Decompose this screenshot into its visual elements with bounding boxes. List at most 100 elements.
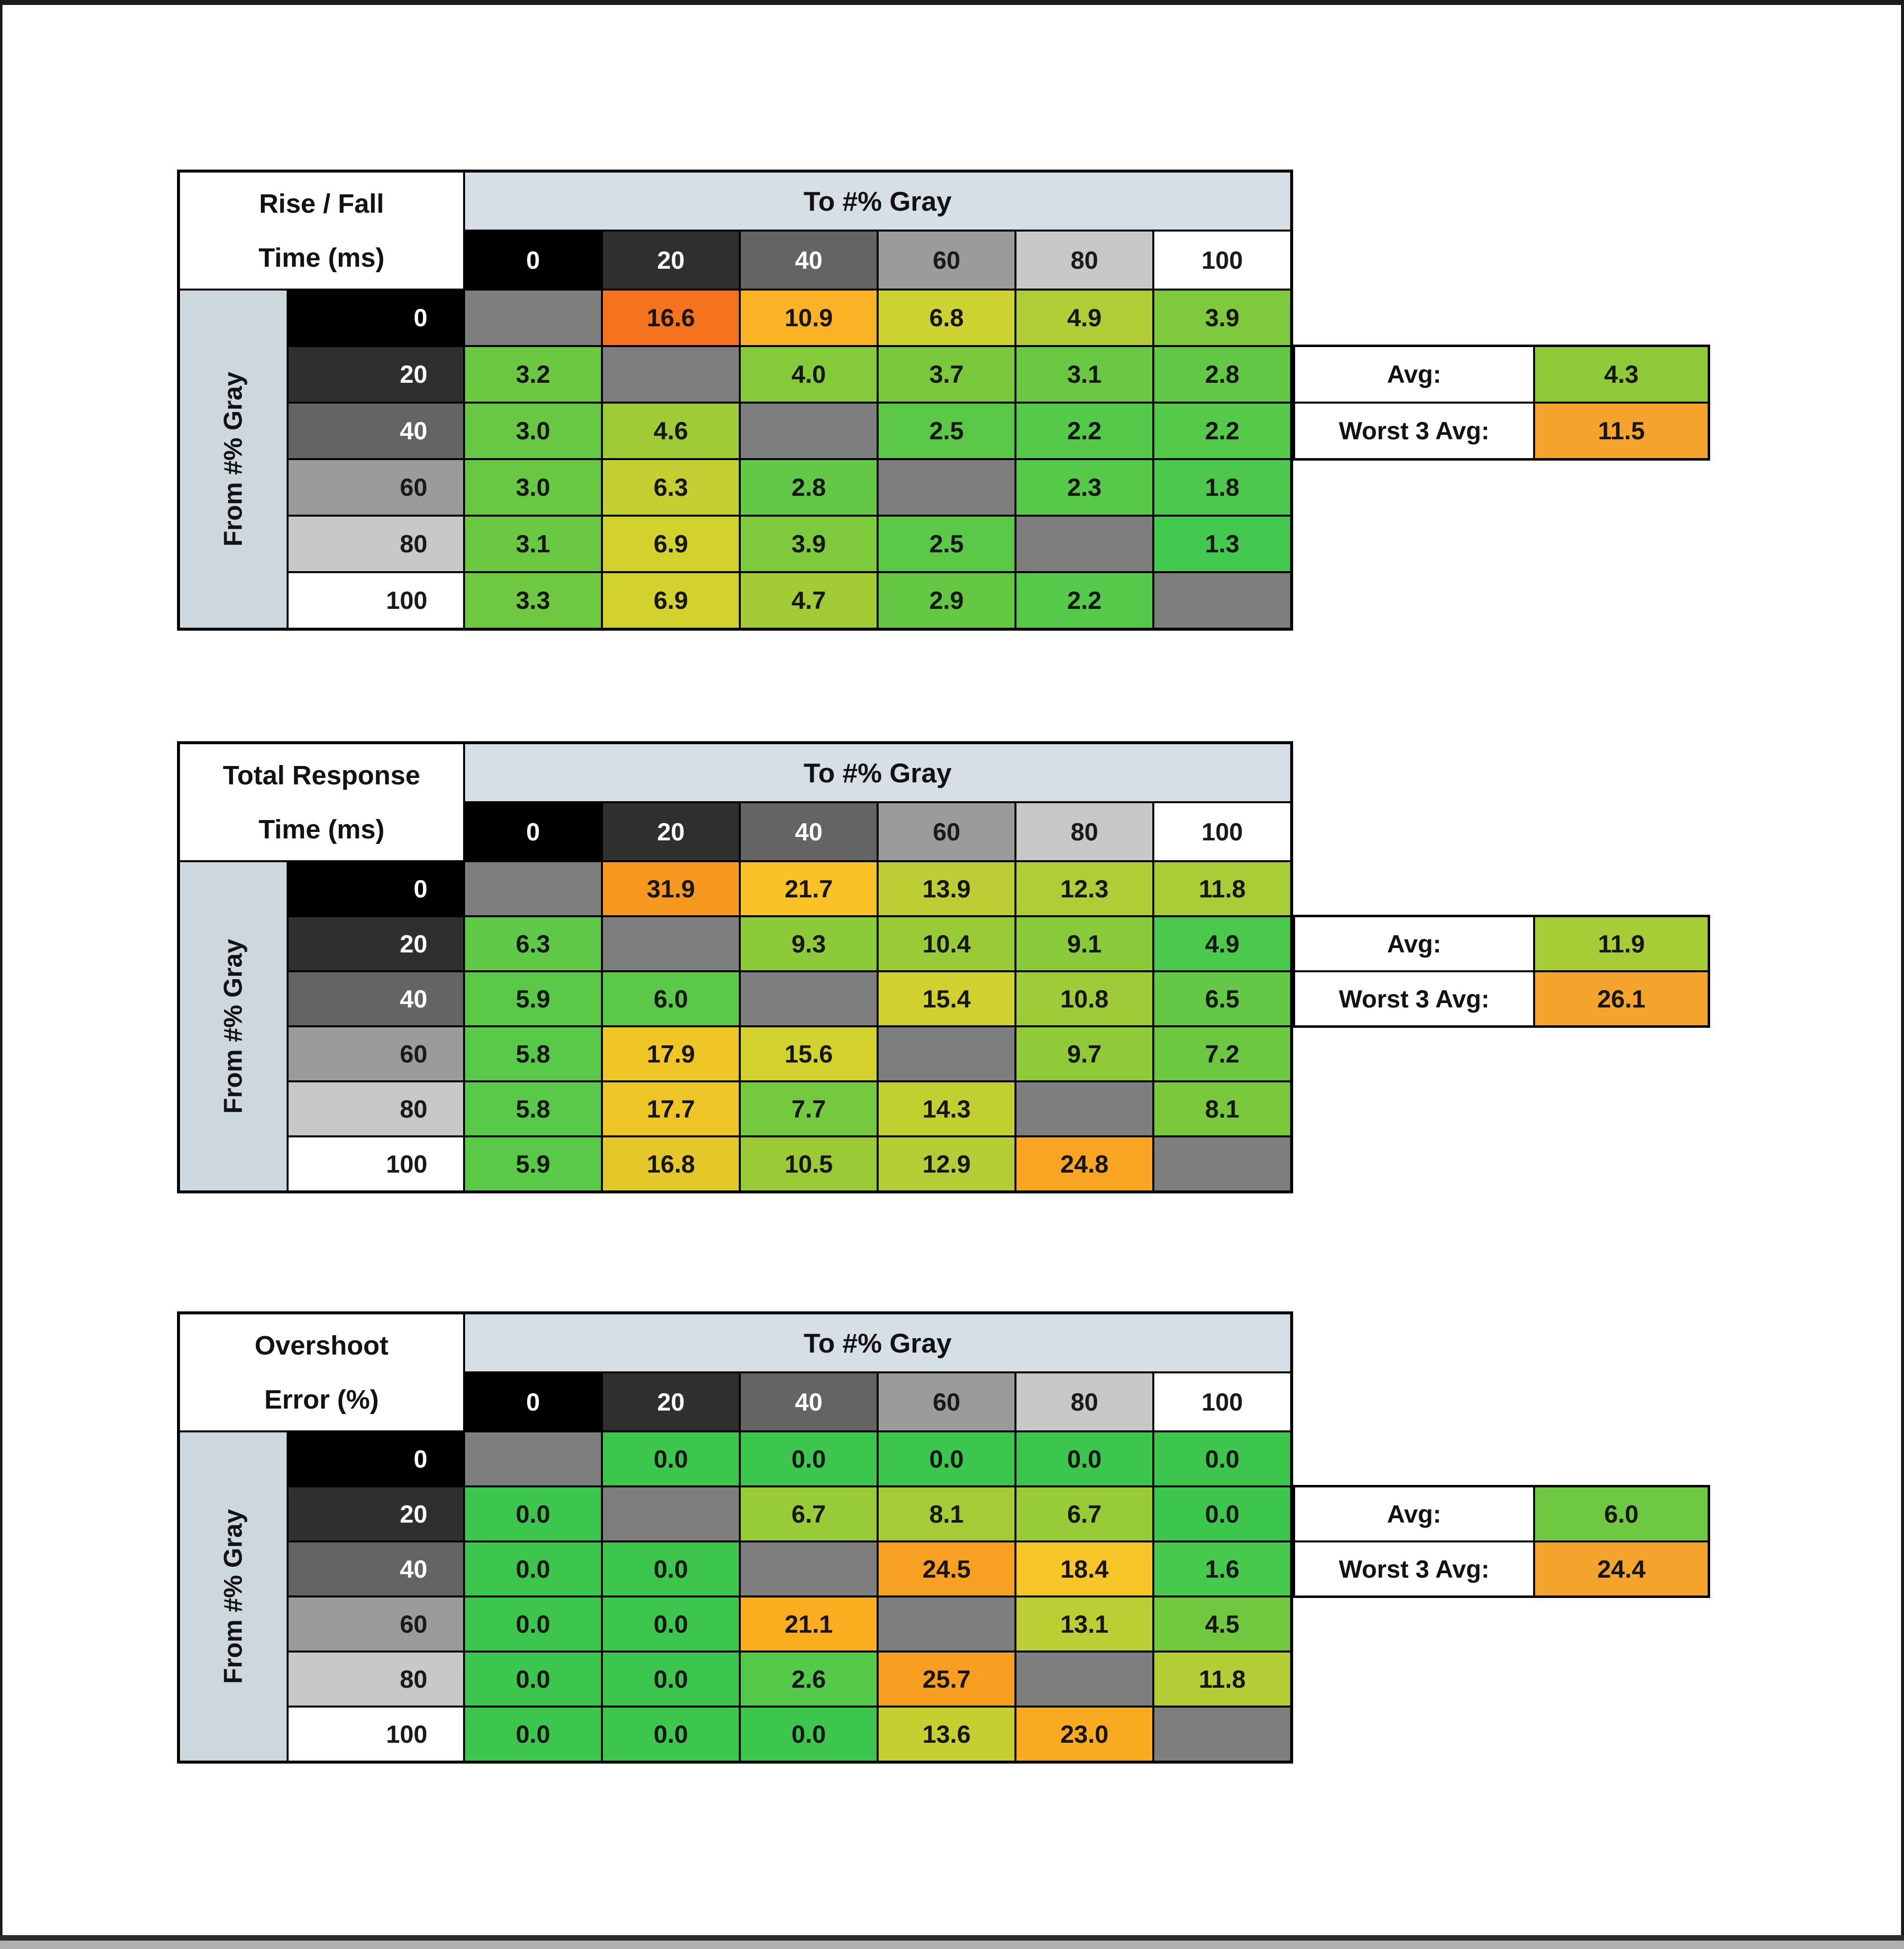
from-gray-row-header-80: 80	[289, 1082, 463, 1135]
cell-from20-to80: 9.1	[1016, 917, 1152, 970]
from-gray-row-header-0: 0	[289, 1432, 463, 1485]
diagonal-cell	[879, 460, 1014, 515]
diagonal-cell	[603, 917, 739, 970]
to-gray-col-header-60: 60	[879, 232, 1014, 289]
diagonal-cell	[741, 1542, 877, 1595]
cell-from40-to20: 4.6	[603, 404, 739, 458]
overshoot-matrix: Overshoot Error (%) To #% Gray From #% G…	[177, 1311, 1293, 1764]
diagonal-cell	[465, 862, 601, 915]
from-gray-row-header-0: 0	[289, 291, 463, 345]
cell-from20-to0: 6.3	[465, 917, 601, 970]
window-right-border	[1901, 0, 1904, 1944]
cell-from100-to0: 3.3	[465, 573, 601, 628]
cell-from40-to100: 2.2	[1154, 404, 1290, 458]
diagonal-cell	[1016, 1653, 1152, 1706]
cell-from100-to60: 12.9	[879, 1137, 1014, 1190]
cell-from60-to80: 9.7	[1016, 1027, 1152, 1080]
diagonal-cell	[603, 347, 739, 402]
avg-value: 4.3	[1535, 347, 1708, 402]
cell-from100-to40: 10.5	[741, 1137, 877, 1190]
cell-from60-to20: 0.0	[603, 1597, 739, 1651]
cell-from40-to80: 2.2	[1016, 404, 1152, 458]
table-rise-fall-time: Rise / Fall Time (ms) To #% Gray From #%…	[177, 170, 1293, 631]
cell-from60-to80: 13.1	[1016, 1597, 1152, 1651]
worst3-label: Worst 3 Avg:	[1295, 972, 1533, 1025]
cell-from100-to0: 5.9	[465, 1137, 601, 1190]
title-line-1: Overshoot	[254, 1330, 389, 1360]
from-gray-band: From #% Gray	[180, 291, 287, 628]
from-gray-row-header-60: 60	[289, 1597, 463, 1651]
cell-from60-to20: 6.3	[603, 460, 739, 515]
title-line-1: Total Response	[223, 760, 420, 790]
cell-from0-to100: 0.0	[1154, 1432, 1290, 1485]
from-gray-row-header-60: 60	[289, 460, 463, 515]
diagonal-cell	[741, 972, 877, 1025]
window-bottom-bar	[0, 1941, 1904, 1949]
cell-from0-to60: 13.9	[879, 862, 1014, 915]
cell-from20-to60: 10.4	[879, 917, 1014, 970]
diagonal-cell	[1016, 517, 1152, 571]
from-gray-row-header-100: 100	[289, 1137, 463, 1190]
cell-from100-to60: 2.9	[879, 573, 1014, 628]
window-left-border	[0, 0, 2, 1944]
diagonal-cell	[1016, 1082, 1152, 1135]
diagonal-cell	[603, 1487, 739, 1540]
from-gray-row-header-80: 80	[289, 1653, 463, 1706]
diagonal-cell	[1154, 1137, 1290, 1190]
to-gray-col-header-20: 20	[603, 803, 739, 860]
from-gray-row-header-0: 0	[289, 862, 463, 915]
cell-from0-to40: 21.7	[741, 862, 877, 915]
from-gray-label: From #% Gray	[219, 371, 248, 547]
cell-from40-to60: 24.5	[879, 1542, 1014, 1595]
cell-from100-to80: 23.0	[1016, 1708, 1152, 1761]
cell-from60-to40: 15.6	[741, 1027, 877, 1080]
table-title-overshoot: Overshoot Error (%)	[180, 1314, 463, 1430]
to-gray-col-header-20: 20	[603, 232, 739, 289]
cell-from80-to100: 8.1	[1154, 1082, 1290, 1135]
to-gray-band: To #% Gray	[465, 744, 1290, 801]
cell-from0-to80: 0.0	[1016, 1432, 1152, 1485]
total-response-matrix: Total Response Time (ms) To #% Gray From…	[177, 741, 1293, 1193]
to-gray-col-header-60: 60	[879, 803, 1014, 860]
from-gray-row-header-40: 40	[289, 1542, 463, 1595]
cell-from100-to80: 2.2	[1016, 573, 1152, 628]
cell-from60-to80: 2.3	[1016, 460, 1152, 515]
cell-from60-to100: 7.2	[1154, 1027, 1290, 1080]
cell-from20-to80: 6.7	[1016, 1487, 1152, 1540]
cell-from20-to100: 2.8	[1154, 347, 1290, 402]
worst3-label: Worst 3 Avg:	[1295, 404, 1533, 458]
table-total-response-time: Total Response Time (ms) To #% Gray From…	[177, 741, 1293, 1193]
table-title-rise-fall: Rise / Fall Time (ms)	[180, 173, 463, 289]
window-top-border	[0, 0, 1904, 5]
cell-from80-to20: 17.7	[603, 1082, 739, 1135]
cell-from0-to80: 4.9	[1016, 291, 1152, 345]
cell-from80-to0: 5.8	[465, 1082, 601, 1135]
title-line-1: Rise / Fall	[259, 188, 384, 219]
cell-from40-to80: 10.8	[1016, 972, 1152, 1025]
cell-from0-to60: 0.0	[879, 1432, 1014, 1485]
diagonal-cell	[879, 1597, 1014, 1651]
cell-from40-to60: 15.4	[879, 972, 1014, 1025]
cell-from20-to40: 6.7	[741, 1487, 877, 1540]
cell-from80-to100: 1.3	[1154, 517, 1290, 571]
cell-from60-to0: 3.0	[465, 460, 601, 515]
to-gray-col-header-40: 40	[741, 803, 877, 860]
summary-overshoot: Avg: 6.0 Worst 3 Avg: 24.4	[1293, 1485, 1710, 1598]
cell-from60-to0: 0.0	[465, 1597, 601, 1651]
cell-from100-to20: 16.8	[603, 1137, 739, 1190]
diagonal-cell	[1154, 1708, 1290, 1761]
cell-from80-to0: 0.0	[465, 1653, 601, 1706]
title-line-2: Time (ms)	[258, 242, 385, 273]
cell-from0-to80: 12.3	[1016, 862, 1152, 915]
cell-from40-to80: 18.4	[1016, 1542, 1152, 1595]
table-overshoot-error: Overshoot Error (%) To #% Gray From #% G…	[177, 1311, 1293, 1764]
to-gray-col-header-60: 60	[879, 1373, 1014, 1430]
cell-from20-to0: 3.2	[465, 347, 601, 402]
to-gray-band: To #% Gray	[465, 173, 1290, 230]
from-gray-band: From #% Gray	[180, 1432, 287, 1761]
cell-from20-to0: 0.0	[465, 1487, 601, 1540]
cell-from20-to40: 4.0	[741, 347, 877, 402]
title-line-2: Error (%)	[264, 1384, 379, 1415]
cell-from80-to60: 25.7	[879, 1653, 1014, 1706]
diagonal-cell	[465, 1432, 601, 1485]
